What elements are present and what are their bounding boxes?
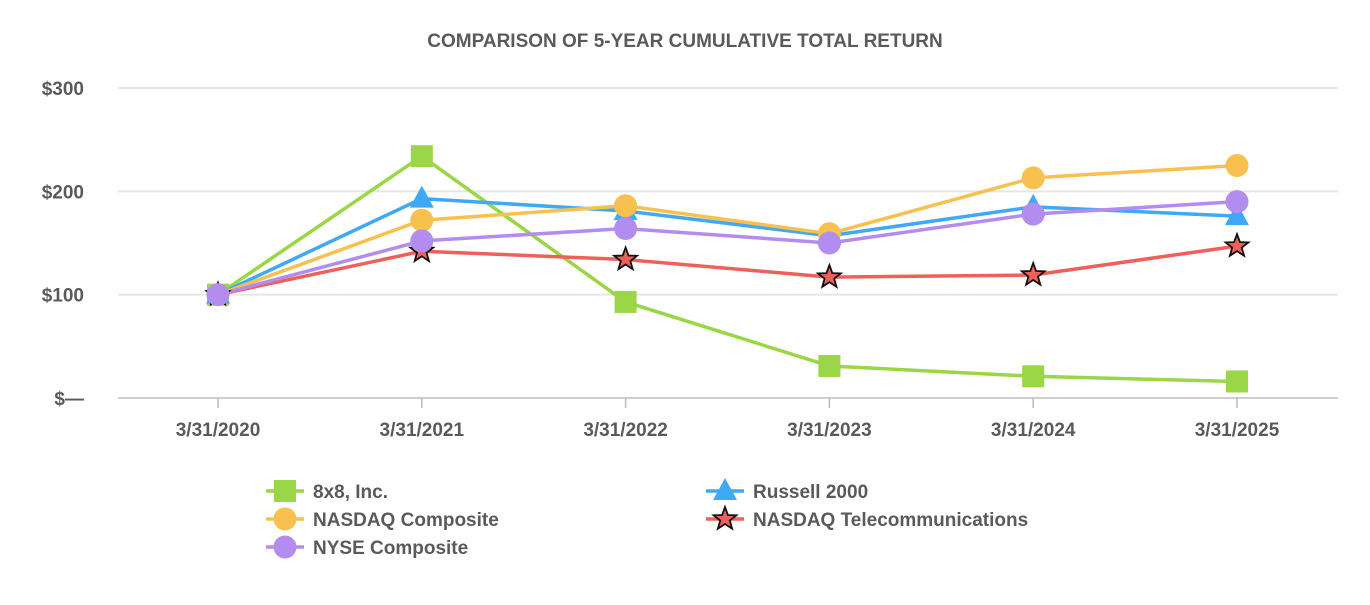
data-point [409, 185, 434, 208]
legend-marker [273, 535, 297, 559]
legend-label: Russell 2000 [753, 482, 868, 503]
legend-item: NASDAQ Telecommunications [706, 504, 1028, 531]
y-tick-label: $100 [42, 286, 84, 307]
data-point [614, 194, 638, 218]
y-tick-label: $300 [42, 79, 84, 100]
data-point [614, 217, 638, 241]
legend-marker [713, 478, 737, 500]
legend-item: NASDAQ Composite [266, 507, 499, 531]
data-point [614, 290, 637, 313]
legend-item: NYSE Composite [266, 535, 468, 559]
series-line [217, 154, 1238, 384]
legend-marker [273, 507, 297, 531]
data-point [1225, 154, 1249, 177]
data-point [1225, 190, 1249, 214]
data-point [410, 229, 434, 253]
data-point [206, 283, 230, 307]
legend-item: Russell 2000 [706, 478, 868, 503]
data-point [815, 262, 844, 289]
x-tick-label: 3/31/2025 [1195, 420, 1280, 441]
x-tick-label: 3/31/2020 [176, 420, 261, 441]
data-point [1021, 202, 1045, 226]
data-point [1021, 166, 1045, 190]
legend-marker [711, 504, 739, 531]
legend-label: 8x8, Inc. [313, 482, 388, 503]
data-point [410, 145, 433, 168]
y-tick-label: $— [54, 389, 84, 410]
x-tick-label: 3/31/2024 [991, 420, 1076, 441]
x-tick-label: 3/31/2022 [583, 420, 668, 441]
y-tick-label: $200 [42, 182, 84, 203]
data-point [1223, 231, 1251, 258]
x-tick-label: 3/31/2021 [380, 420, 465, 441]
series-line [217, 199, 1238, 297]
series-line [217, 163, 1238, 297]
data-point [1019, 260, 1048, 287]
data-point [410, 208, 434, 232]
legend-marker [274, 480, 296, 502]
data-point [611, 244, 640, 272]
legend-label: NYSE Composite [313, 538, 468, 559]
data-point [817, 231, 841, 255]
series-line [217, 244, 1238, 297]
data-point [818, 354, 841, 377]
data-point [1225, 203, 1249, 226]
data-point [1022, 365, 1045, 388]
chart-title: COMPARISON OF 5-YEAR CUMULATIVE TOTAL RE… [427, 31, 942, 52]
legend-item: 8x8, Inc. [266, 480, 388, 503]
legend-label: NASDAQ Composite [313, 510, 499, 531]
data-point [1226, 370, 1248, 393]
legend-label: NASDAQ Telecommunications [753, 510, 1028, 531]
series-line [217, 196, 1238, 297]
x-tick-label: 3/31/2023 [787, 420, 872, 441]
